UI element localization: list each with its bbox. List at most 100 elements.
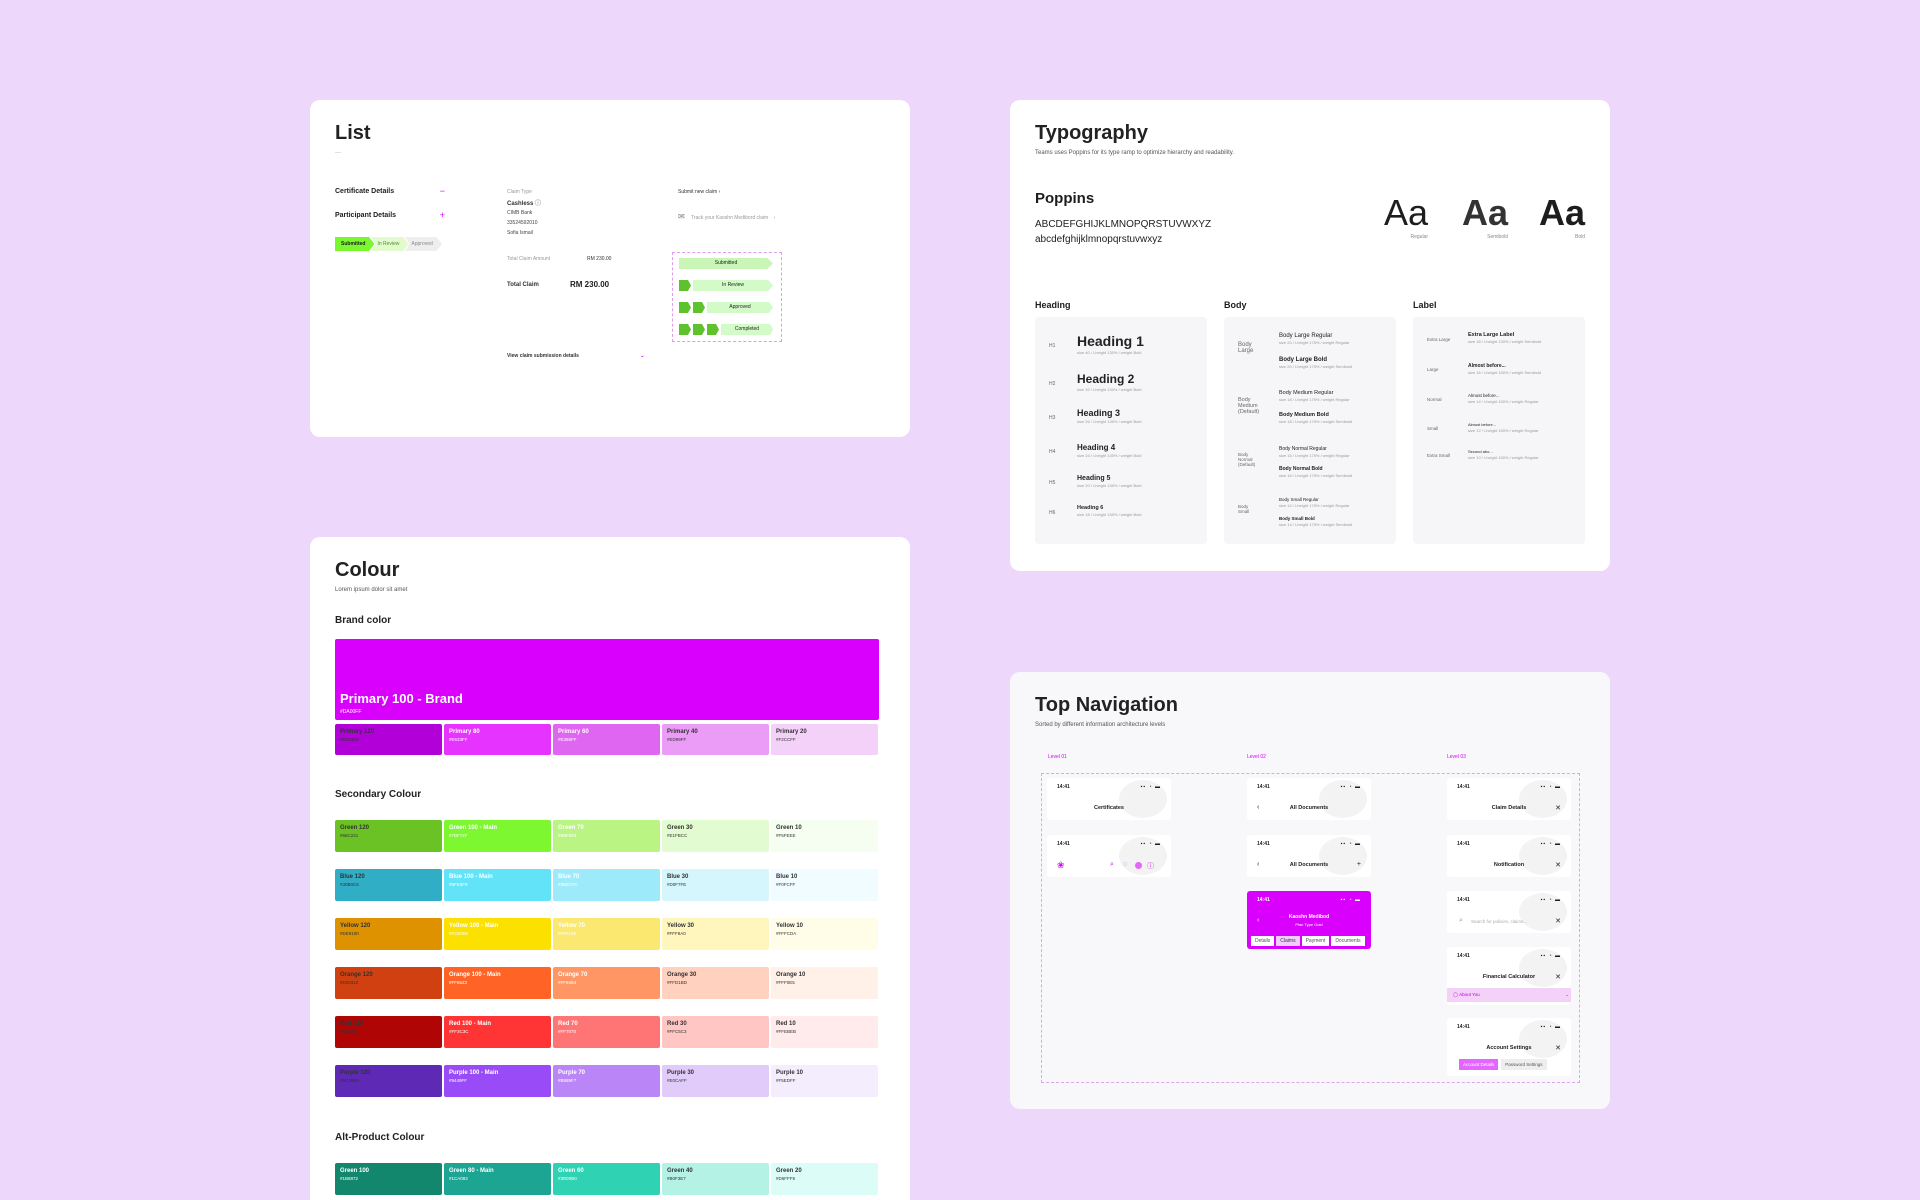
close-icon[interactable]: ✕ — [1555, 862, 1561, 869]
tab-password-settings[interactable]: Password Settings — [1501, 1059, 1547, 1070]
help-icon[interactable]: ⓘ — [1147, 863, 1154, 870]
collapse-icon[interactable]: − — [439, 186, 445, 196]
company: CIMB Bank — [507, 210, 533, 216]
swatch-hex: #9449FF — [449, 1078, 468, 1083]
expand-icon[interactable]: + — [439, 210, 445, 220]
close-icon[interactable]: ✕ — [1555, 918, 1561, 925]
colour-swatch: Red 100 - Main #FF3C3C — [444, 1016, 551, 1048]
swatch-name: Green 30 — [667, 825, 693, 831]
nav-plan-banner: 14:41 ▪▪ ◔ ▬ ‹ Kaoshn Medibod Plan Type Go… — [1247, 891, 1371, 949]
swatch-name: Blue 10 — [776, 874, 798, 880]
weight-bold: Aa Bold — [1538, 192, 1585, 240]
swatch-hex: #B00000 — [340, 1029, 359, 1034]
swatch-hex: #FFFCDA — [776, 931, 797, 936]
nav-home: 14:41 ▪▪ ◔ ▬ ❀ ⌕ ◌ ⓘ — [1047, 835, 1171, 877]
label-section-title: Label — [1413, 300, 1437, 310]
back-icon[interactable]: ‹ — [1257, 804, 1260, 811]
chevron-down-icon[interactable]: ⌄ — [1565, 992, 1569, 997]
swatch-hex: #F8F168 — [558, 931, 577, 936]
swatch-hex: #FCE000 — [449, 931, 469, 936]
swatch-hex: #ED99FF — [667, 737, 687, 742]
tab-account-details[interactable]: Account Details — [1459, 1059, 1499, 1070]
step-circle-icon: ◯ — [1453, 992, 1459, 997]
swatch-hex: #FFF8A0 — [667, 931, 686, 936]
brand-swatch: Primary 100 - Brand #DA00FF — [335, 639, 879, 720]
colour-swatch: Yellow 120 #DE9100 — [335, 918, 442, 950]
logo-icon[interactable]: ❀ — [1057, 860, 1065, 870]
swatch-name: Blue 30 — [667, 874, 689, 880]
nav-notification: 14:41 ▪▪ ◔ ▬ Notification ✕ — [1447, 835, 1571, 877]
envelope-icon: ✉ — [678, 212, 685, 221]
track-claim-link[interactable]: ✉ Track your Kaoshn Medibord claim › — [678, 212, 776, 221]
swatch-hex: #FFC5C3 — [667, 1029, 687, 1034]
swatch-hex: #FFEBEB — [776, 1029, 797, 1034]
status-variants: Submitted In Review Approved Completed — [672, 252, 782, 342]
colour-swatch: Purple 30 #E0CAFF — [662, 1065, 769, 1097]
swatch-hex: #B100D9 — [340, 737, 359, 742]
account-tabs: Account Details Password Settings — [1459, 1059, 1547, 1070]
close-icon[interactable]: ✕ — [1555, 805, 1561, 812]
view-details-link[interactable]: View claim submission details ⌄ — [507, 353, 645, 359]
search-icon[interactable]: ⌕ — [1110, 861, 1114, 868]
nav-financial-calculator: 14:41 ▪▪ ◔ ▬ Financial Calculator ✕ ◯ About… — [1447, 947, 1571, 1005]
accordion-label: Certificate Details — [335, 188, 395, 195]
swatch-hex: #FF3C3C — [449, 1029, 469, 1034]
secondary-colour-heading: Secondary Colour — [335, 789, 422, 800]
swatch-name: Red 120 — [340, 1021, 364, 1027]
plan-tabs: Details Claims Payment Documents — [1251, 936, 1365, 946]
swatch-name: Orange 30 — [667, 972, 697, 978]
swatch-hex: #1B8872 — [340, 1176, 359, 1181]
colour-swatch: Yellow 70 #F8F168 — [553, 918, 660, 950]
accordion-participant[interactable]: Participant Details + — [335, 210, 445, 220]
tab-claims[interactable]: Claims — [1276, 936, 1300, 946]
heading-4-sample: Heading 4 — [1077, 443, 1116, 452]
heading-5-sample: Heading 5 — [1077, 475, 1111, 482]
swatch-hex: #DE9100 — [340, 931, 359, 936]
nav-all-documents: 14:41 ▪▪ ◔ ▬ ‹ All Documents — [1247, 778, 1371, 820]
step-submitted: Submitted — [335, 237, 375, 251]
search-input[interactable]: Search for policies, claims... — [1471, 919, 1528, 924]
avatar[interactable] — [1135, 862, 1142, 869]
swatch-name: Green 70 — [558, 825, 584, 831]
back-icon[interactable]: ‹ — [1257, 861, 1260, 868]
info-icon[interactable]: ⓘ — [535, 201, 542, 207]
colour-swatch: Yellow 100 - Main #FCE000 — [444, 918, 551, 950]
swatch-hex: #E366FF — [558, 737, 577, 742]
total-claim-amount: RM 230.00 — [587, 256, 612, 262]
nav-frame — [1041, 773, 1580, 1083]
back-icon[interactable]: ‹ — [1257, 917, 1260, 924]
close-icon[interactable]: ✕ — [1555, 1045, 1561, 1052]
close-icon[interactable]: ✕ — [1555, 974, 1561, 981]
swatch-name: Primary 20 — [776, 729, 807, 735]
swatch-name: Blue 100 - Main — [449, 874, 493, 880]
swatch-name: Green 120 — [340, 825, 370, 831]
colour-swatch: Primary 60 #E366FF — [553, 724, 660, 755]
heading-section-title: Heading — [1035, 300, 1071, 310]
nav-title: Certificates — [1094, 805, 1124, 811]
claim-type-label: Claim Type — [507, 189, 532, 195]
swatch-name: Purple 100 - Main — [449, 1070, 499, 1076]
total-claim-value: RM 230.00 — [570, 280, 610, 289]
accordion-certificate[interactable]: Certificate Details − — [335, 186, 445, 196]
colour-swatch: Yellow 10 #FFFCDA — [771, 918, 878, 950]
page-title: Colour — [335, 559, 400, 581]
tab-documents[interactable]: Documents — [1331, 936, 1365, 946]
notification-icon[interactable]: ◌ — [1123, 861, 1128, 868]
colour-swatch: Blue 70 #9BECFC — [553, 869, 660, 901]
lowercase-set: abcdefghijklmnopqrstuvwxyz — [1035, 234, 1163, 245]
colour-swatch: Red 10 #FFEBEB — [771, 1016, 878, 1048]
add-icon[interactable]: + — [1356, 861, 1361, 868]
tab-details[interactable]: Details — [1251, 936, 1275, 946]
colour-swatch: Blue 10 #F0FCFF — [771, 869, 878, 901]
swatch-hex: #D6FFF9 — [776, 1176, 796, 1181]
swatch-name: Green 60 — [558, 1168, 584, 1174]
tab-payment[interactable]: Payment — [1301, 936, 1330, 946]
colour-swatch: Green 20 #D6FFF9 — [771, 1163, 878, 1195]
swatch-hex: #1CA093 — [449, 1176, 468, 1181]
submit-new-claim-link[interactable]: Submit new claim › — [678, 189, 721, 195]
colour-card: Colour Lorem ipsum dolor sit amet Brand … — [310, 537, 910, 1200]
swatch-hex: #9BECFC — [558, 882, 579, 887]
step-in-review: In Review — [371, 237, 409, 251]
nav-search: 14:41 ▪▪ ◔ ▬ ⌕ Search for policies, claim… — [1447, 891, 1571, 933]
status-stepper: Submitted In Review Approved — [335, 237, 442, 251]
